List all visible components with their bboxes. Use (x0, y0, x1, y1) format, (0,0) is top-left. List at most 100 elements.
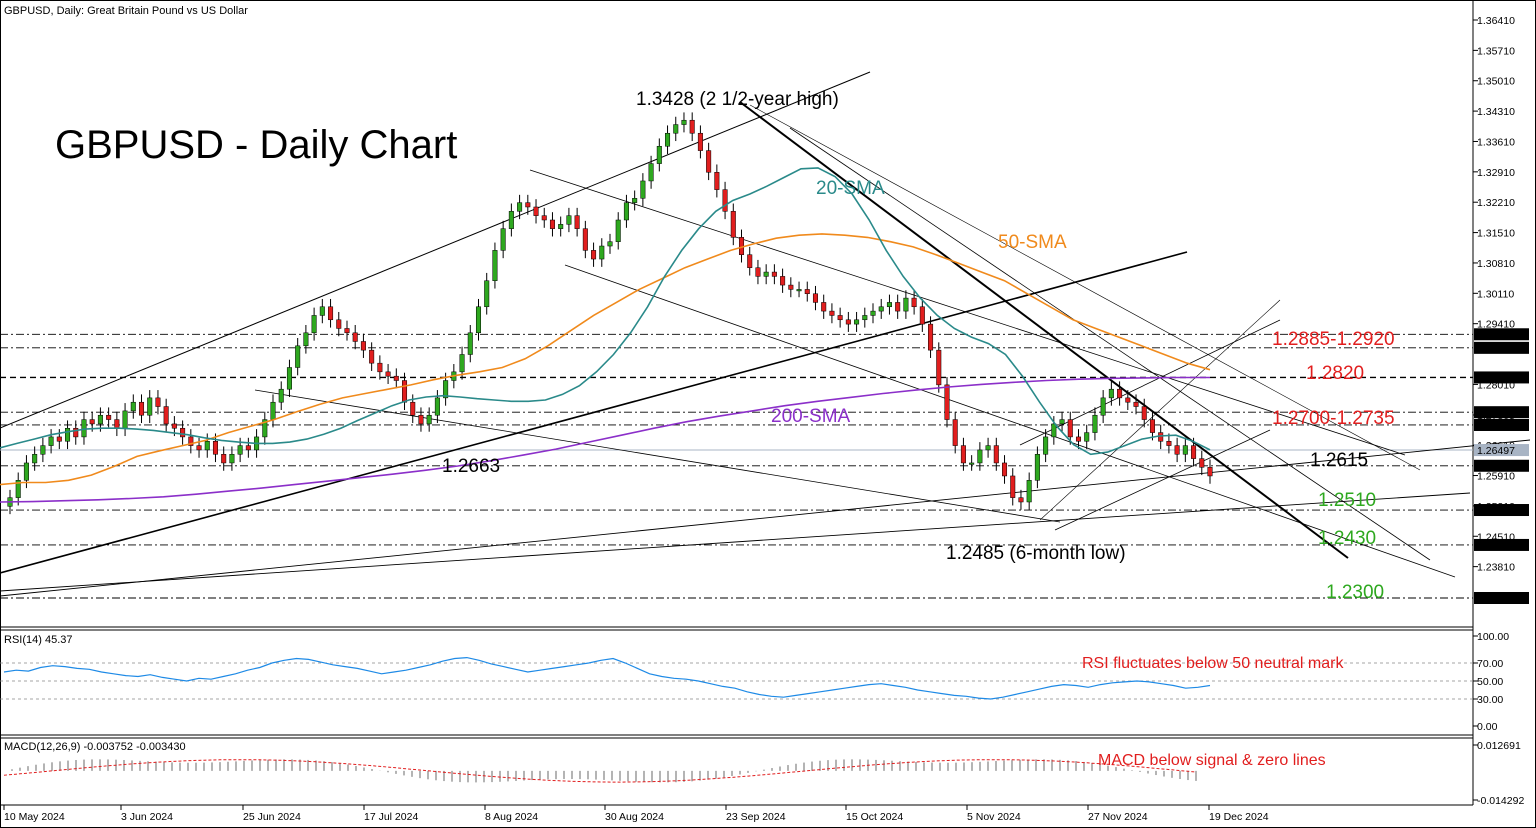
candle-down (171, 423, 177, 429)
candle-up (122, 410, 128, 429)
candle-down (1199, 458, 1205, 468)
candle-down (221, 454, 227, 464)
candle-up (1092, 414, 1098, 433)
candle-up (295, 345, 301, 368)
date-tick-label: 17 Jul 2024 (364, 811, 418, 823)
candle-down (188, 436, 194, 446)
candle-down (780, 276, 786, 286)
candle-up (656, 145, 662, 164)
candle-up (130, 401, 136, 412)
candle-down (1125, 397, 1131, 403)
candle-up (426, 414, 432, 425)
candle-down (928, 323, 934, 351)
trend-line-10 (1019, 319, 1281, 446)
candle-down (360, 341, 366, 351)
candle-up (23, 462, 29, 481)
date-tick-label: 19 Dec 2024 (1209, 811, 1269, 823)
price-highlight-box (1474, 444, 1529, 457)
candle-down (73, 427, 79, 438)
macd-signal-line (3, 759, 1197, 783)
candle-up (484, 280, 490, 308)
macd-tick-label: 0.012691 (1477, 740, 1521, 752)
price-highlight-box (1474, 341, 1529, 354)
candle-up (237, 445, 243, 455)
annotation-high: 1.3428 (2 1/2-year high) (636, 89, 839, 110)
candle-up (681, 119, 687, 125)
price-highlight-box (1474, 459, 1529, 472)
date-tick-label: 5 Nov 2024 (967, 811, 1021, 823)
price-highlight-label: 1.26135 (1477, 461, 1515, 473)
rsi-tick-label: 100.00 (1477, 631, 1509, 643)
price-tick-label: 1.30810 (1477, 258, 1515, 270)
candle-down (689, 119, 695, 134)
date-tick-label: 15 Oct 2024 (846, 811, 903, 823)
candle-down (410, 401, 416, 416)
price-tick-label: 1.32210 (1477, 197, 1515, 209)
candle-down (591, 250, 597, 260)
candle-up (673, 124, 679, 134)
annotation-resistance-1-2885: 1.2885-1.2920 (1272, 329, 1395, 350)
candle-down (944, 384, 950, 420)
rsi-line (3, 656, 1211, 700)
candle-down (1010, 475, 1016, 498)
candle-down (196, 445, 202, 451)
candle-down (138, 401, 145, 416)
candle-down (1018, 497, 1024, 503)
candle-down (1191, 445, 1197, 459)
sma50-line (0, 233, 1211, 486)
annotation-support-1-2430: 1.2430 (1318, 528, 1376, 549)
candle-down (56, 436, 62, 442)
candle-up (1182, 445, 1188, 455)
candle-up (508, 211, 514, 229)
candle-down (952, 419, 958, 446)
trend-line-9 (254, 389, 1061, 523)
candle-down (245, 445, 251, 451)
candle-up (517, 202, 523, 212)
candle-up (204, 441, 210, 451)
candle-up (615, 219, 621, 242)
candle-up (763, 271, 769, 277)
candle-up (558, 224, 564, 229)
price-highlight-box (1474, 371, 1529, 384)
price-tick-label: 1.31510 (1477, 228, 1515, 240)
candle-down (344, 328, 350, 334)
price-highlight-box (1474, 592, 1529, 604)
candle-down (525, 202, 531, 208)
candle-up (878, 306, 884, 312)
candle-down (1149, 419, 1155, 433)
candle-up (467, 332, 473, 355)
annotation-50sma: 50-SMA (998, 232, 1067, 253)
trend-line-5 (0, 492, 1471, 592)
candle-up (81, 419, 87, 438)
candle-down (714, 172, 720, 190)
candle-up (1043, 436, 1049, 455)
price-highlight-label: 1.27075 (1477, 420, 1515, 432)
candle-down (1158, 432, 1164, 442)
candle-up (632, 198, 638, 203)
price-highlight-box (1474, 418, 1529, 431)
candle-up (500, 228, 506, 251)
trend-line-3 (0, 251, 1188, 574)
annotation-1-2615: 1.2615 (1310, 450, 1368, 471)
candle-up (870, 310, 876, 316)
candle-up (607, 241, 613, 247)
trend-line-7 (789, 127, 1431, 561)
candle-down (722, 189, 728, 212)
price-highlight-label: 1.23087 (1477, 593, 1515, 605)
candle-up (599, 245, 605, 260)
price-tick-label: 1.29410 (1477, 319, 1515, 331)
candle-up (286, 367, 292, 390)
candle-down (1207, 467, 1213, 477)
candle-down (582, 228, 588, 251)
rsi-title: RSI(14) 45.37 (4, 634, 72, 646)
price-tick-label: 1.35010 (1477, 76, 1515, 88)
candle-up (1100, 397, 1106, 416)
candle-up (977, 449, 983, 464)
candle-up (278, 388, 284, 403)
candle-down (993, 445, 999, 464)
price-tick-label: 1.35710 (1477, 45, 1515, 57)
annotation-6-month-low: 1.2485 (6-month low) (946, 543, 1126, 564)
candle-down (1133, 401, 1139, 407)
candle-down (212, 441, 218, 455)
